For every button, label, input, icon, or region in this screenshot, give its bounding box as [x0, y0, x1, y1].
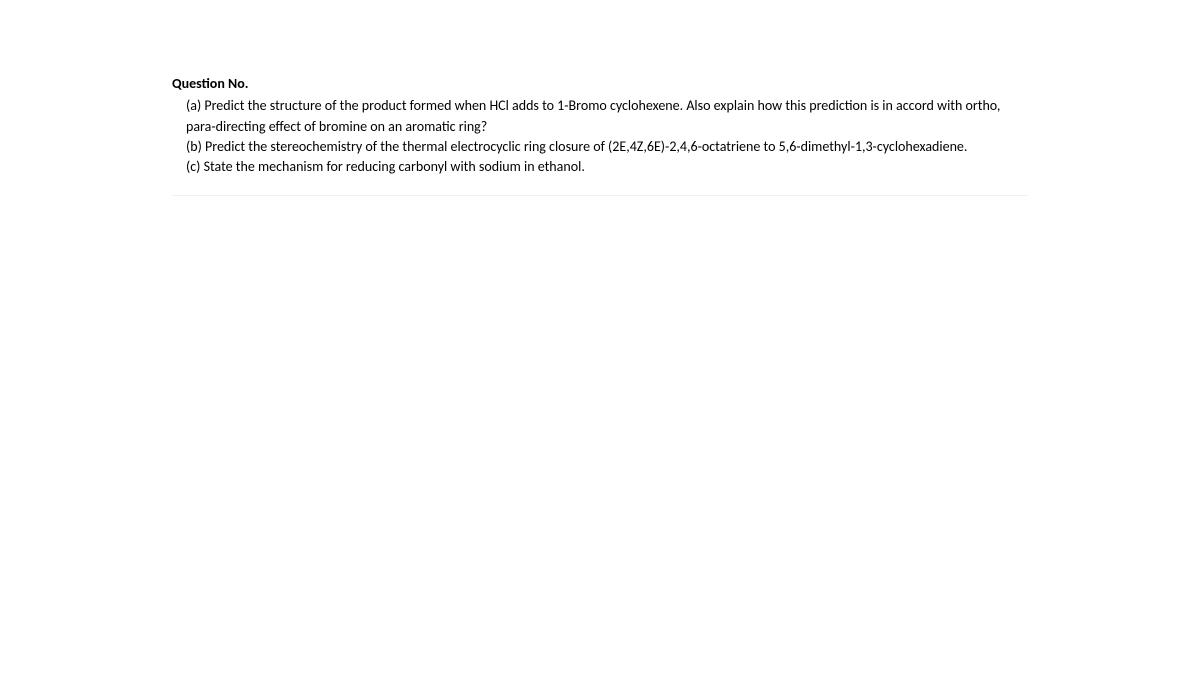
part-a: (a) Predict the structure of the product…: [186, 96, 1014, 137]
section-divider: [172, 195, 1028, 196]
question-body: (a) Predict the structure of the product…: [172, 96, 1028, 177]
part-c: (c) State the mechanism for reducing car…: [186, 157, 1014, 177]
part-b: (b) Predict the stereochemistry of the t…: [186, 137, 1014, 157]
question-title: Question No.: [172, 74, 1028, 94]
question-page: Question No. (a) Predict the structure o…: [0, 0, 1200, 196]
